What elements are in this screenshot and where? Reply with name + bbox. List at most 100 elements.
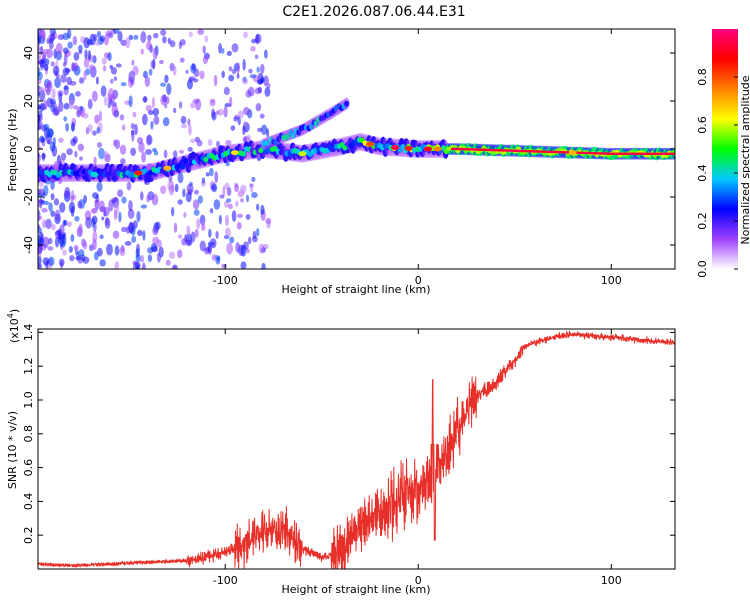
spectrogram-noise-mark — [180, 58, 185, 63]
spectrogram-noise-mark — [147, 35, 151, 41]
spectrogram-ridge-mark — [640, 153, 642, 155]
spectrogram-noise-mark — [221, 264, 227, 268]
spectrogram-peak-mark — [434, 147, 442, 152]
spectrogram-noise-mark — [127, 182, 132, 191]
spectrogram-noise-mark — [105, 217, 109, 226]
spectrogram-y-tick-label: 40 — [22, 46, 35, 60]
spectrogram-noise-mark — [188, 124, 192, 135]
spectrogram-noise-mark — [100, 235, 104, 240]
figure-title: C2E1.2026.087.06.44.E31 — [282, 4, 465, 20]
spectrogram-noise-mark — [160, 82, 166, 86]
spectrogram-ridge-mark — [565, 151, 567, 153]
spectrogram-noise-mark — [234, 184, 239, 192]
spectrogram-noise-mark — [99, 201, 105, 212]
spectrogram-ridge-mark — [474, 148, 476, 150]
spectrogram-noise-mark — [71, 234, 75, 242]
spectrogram-noise-mark — [140, 191, 143, 201]
spectrogram-ridge-mark — [555, 151, 557, 153]
spectrogram-ridge-mark — [465, 148, 467, 150]
spectrogram-noise-mark — [45, 83, 49, 93]
spectrogram-ridge-mark — [468, 148, 470, 150]
spectrogram-noise-mark — [67, 41, 72, 48]
spectrogram-noise-mark — [235, 201, 238, 207]
spectrogram-noise-mark — [237, 73, 240, 79]
spectrogram-ridge-mark — [621, 153, 623, 155]
spectrogram-ridge-mark — [492, 149, 494, 151]
spectrogram-ridge-mark — [642, 153, 644, 155]
spectrogram-noise-mark — [243, 31, 248, 38]
spectrogram-ridge-mark — [550, 151, 552, 153]
spectrogram-ridge-mark — [606, 152, 608, 154]
spectrogram-noise-mark — [122, 124, 125, 130]
spectrogram-noise-mark — [179, 42, 182, 50]
spectrogram-ridge-mark — [548, 151, 550, 153]
snr-y-tick-label: 0.4 — [22, 493, 35, 511]
spectrogram-noise-mark — [129, 95, 133, 107]
spectrogram-noise-mark — [61, 153, 66, 161]
spectrogram-noise-mark — [150, 60, 155, 69]
spectrogram-noise-mark — [151, 243, 157, 252]
spectrogram-ridge-mark — [578, 152, 580, 154]
spectrogram-ridge-mark — [486, 149, 488, 151]
spectrogram-ridge-mark — [590, 152, 592, 154]
spectrogram-branch-mark — [344, 101, 349, 107]
spectrogram-noise-mark — [59, 224, 64, 234]
spectrogram-noise-mark — [160, 29, 166, 36]
spectrogram-ridge-mark — [661, 153, 663, 155]
spectrogram-y-label: Frequency (Hz) — [6, 109, 19, 192]
spectrogram-ridge-mark — [501, 149, 503, 151]
spectrogram-noise-mark — [47, 98, 54, 108]
spectrogram-noise-mark — [36, 242, 43, 254]
spectrogram-noise-mark — [209, 168, 214, 176]
colorbar-gradient — [712, 29, 738, 269]
colorbar-tick-label: 0.0 — [696, 260, 709, 278]
spectrogram-noise-mark — [221, 71, 224, 78]
spectrogram-noise-mark — [137, 230, 143, 236]
spectrogram-noise-mark — [111, 197, 118, 201]
spectrogram-noise-mark — [125, 37, 131, 48]
spectrogram-noise-mark — [170, 40, 176, 47]
spectrogram-noise-mark — [82, 256, 89, 263]
spectrogram-noise-mark — [74, 52, 80, 61]
spectrogram-noise-mark — [67, 221, 72, 227]
spectrogram-noise-mark — [181, 238, 186, 246]
snr-y-tick-label: 0.6 — [22, 459, 35, 477]
spectrogram-noise-mark — [69, 202, 75, 214]
colorbar-tick-label: 0.4 — [696, 164, 709, 182]
spectrogram-ridge-mark — [505, 149, 507, 151]
spectrogram-ridge-mark — [619, 153, 621, 155]
spectrogram-noise-mark — [181, 124, 187, 129]
spectrogram-y-tick-label: 20 — [22, 94, 35, 108]
spectrogram-ridge-mark — [544, 151, 546, 153]
spectrogram-noise-mark — [253, 231, 257, 239]
spectrogram-noise-mark — [71, 122, 75, 132]
spectrogram-ridge-mark — [488, 149, 490, 151]
spectrogram-ridge-mark — [644, 153, 646, 155]
snr-x-tick-label: 100 — [601, 574, 622, 587]
spectrogram-ridge-mark — [467, 148, 469, 150]
spectrogram-noise-mark — [74, 216, 79, 222]
colorbar-tick-label: 0.2 — [696, 212, 709, 230]
spectrogram-noise-mark — [73, 245, 78, 250]
spectrogram-noise-mark — [92, 91, 98, 102]
spectrogram-noise-mark — [196, 218, 200, 229]
spectrogram-noise-mark — [58, 138, 64, 143]
spectrogram-noise-mark — [233, 117, 238, 122]
spectrogram-noise-mark — [70, 81, 77, 86]
spectrogram-noise-mark — [202, 177, 205, 183]
spectrogram-noise-mark — [202, 45, 205, 53]
spectrogram-noise-mark — [97, 248, 103, 257]
spectrogram-noise-mark — [163, 117, 170, 126]
spectrogram-noise-mark — [257, 79, 263, 84]
spectrogram-ridge-mark — [594, 152, 596, 154]
spectrogram-noise-mark — [178, 234, 182, 238]
spectrogram-noise-mark — [107, 52, 111, 61]
spectrogram-noise-mark — [221, 48, 224, 54]
spectrogram-noise-mark — [60, 74, 67, 82]
spectrogram-noise-mark — [88, 64, 95, 70]
spectrogram-noise-mark — [69, 255, 74, 261]
spectrogram-noise-mark — [232, 210, 237, 222]
spectrogram-ridge-mark — [559, 151, 561, 153]
spectrogram-noise-mark — [171, 207, 174, 217]
spectrogram-noise-mark — [97, 127, 101, 134]
